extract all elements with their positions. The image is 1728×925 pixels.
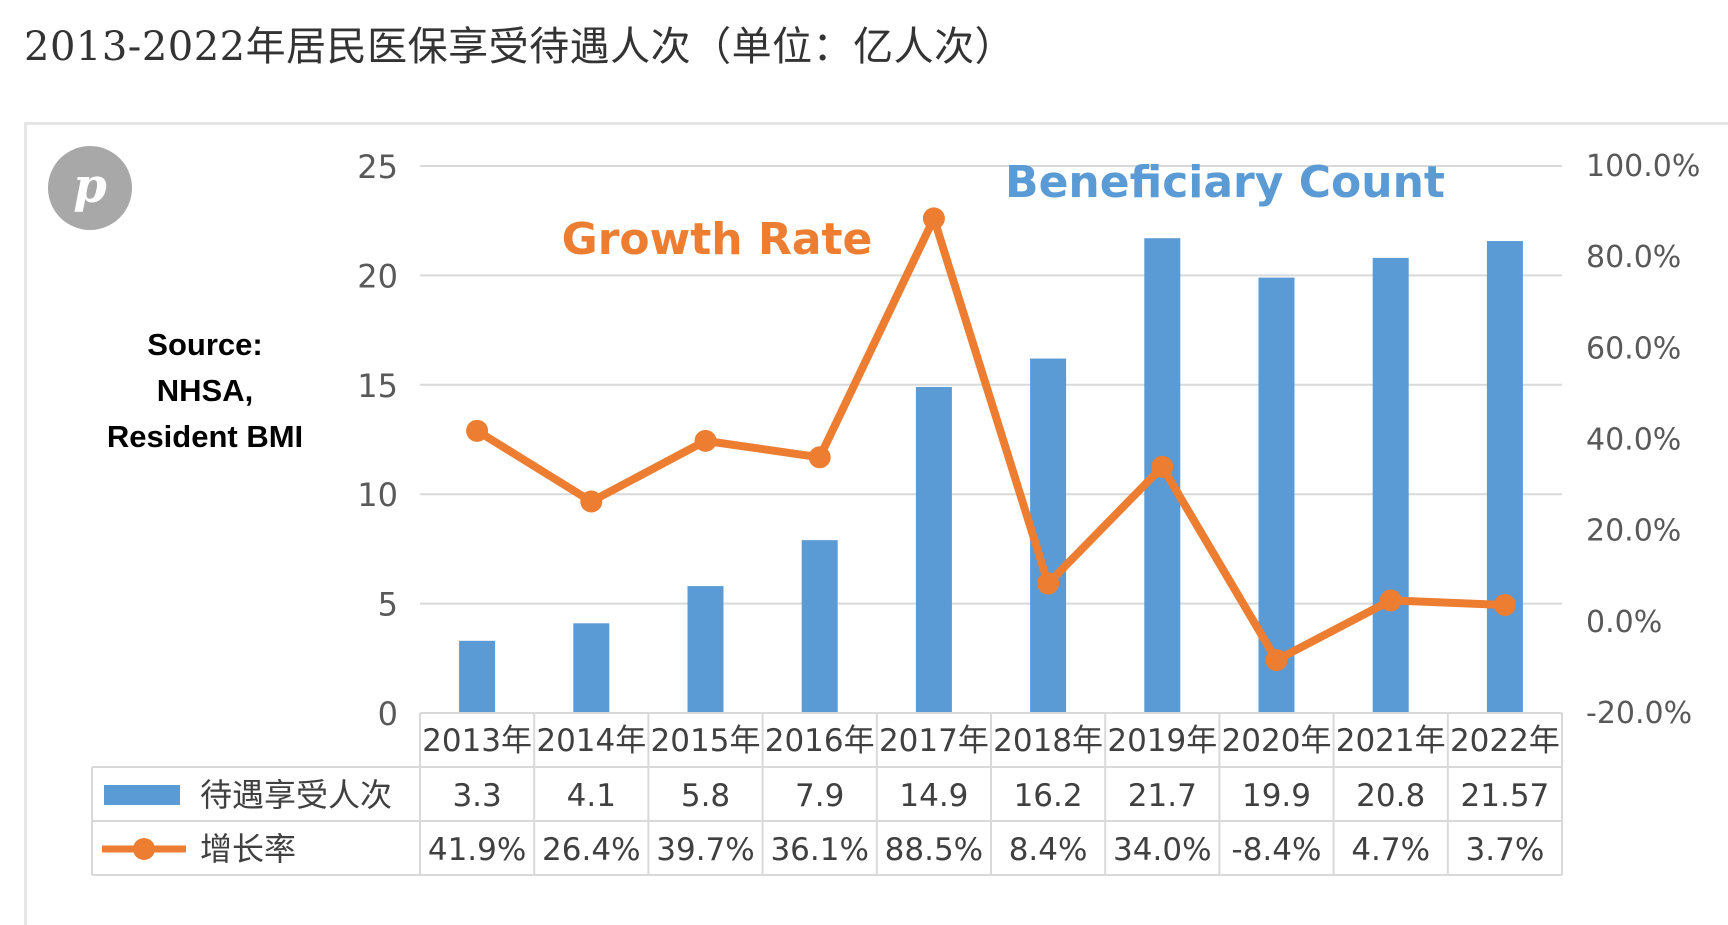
left-axis-tick-label: 25	[357, 148, 398, 186]
left-axis-tick-label: 0	[378, 695, 398, 733]
bar-layer	[459, 238, 1523, 714]
growth-value-label: 88.5%	[885, 832, 983, 868]
growth-point-2013年	[466, 419, 489, 442]
growth-value-label: 41.9%	[428, 832, 526, 868]
category-label: 2021年	[1336, 723, 1446, 759]
category-label: 2014年	[536, 723, 646, 759]
growth-value-label: 3.7%	[1466, 832, 1545, 868]
source-line-1: Source:	[147, 327, 263, 362]
bar-2015年	[687, 586, 724, 713]
bar-2013年	[459, 640, 496, 713]
bar-value-label: 21.57	[1461, 778, 1550, 814]
right-axis-tick-label: 60.0%	[1586, 331, 1681, 366]
bar-value-label: 3.3	[452, 778, 501, 814]
tick-layer: 0 5 10 15 20 25 -20.0% 0.0% 20.0% 40.0% 60.0% 80.0%…	[357, 148, 1700, 733]
bar-value-label: 21.7	[1128, 778, 1197, 814]
beneficiary-count-annotation: Beneficiary Count	[1005, 157, 1445, 208]
source-line-3: Resident BMI	[106, 419, 304, 454]
bar-2014年	[573, 623, 610, 713]
left-axis-tick-label: 15	[357, 367, 398, 405]
legend-line-name: 增长率	[200, 830, 296, 868]
bar-value-label: 5.8	[681, 778, 730, 814]
bar-2016年	[801, 540, 838, 713]
category-label: 2019年	[1107, 723, 1217, 759]
category-label: 2020年	[1222, 723, 1332, 759]
line-layer	[466, 207, 1516, 672]
growth-point-2021年	[1379, 589, 1402, 612]
growth-value-label: 4.7%	[1351, 832, 1430, 868]
left-axis-tick-label: 10	[357, 476, 398, 514]
category-label: 2018年	[993, 723, 1103, 759]
category-label: 2016年	[765, 723, 875, 759]
growth-point-2016年	[808, 446, 831, 469]
right-axis-tick-label: 0.0%	[1586, 605, 1662, 640]
bar-value-label: 16.2	[1014, 778, 1083, 814]
legend-bar-swatch	[104, 785, 180, 805]
legend-bar-name: 待遇享受人次	[200, 776, 392, 814]
page-title: 2013-2022年居民医保享受待遇人次（单位：亿人次）	[24, 24, 1016, 70]
growth-point-2018年	[1037, 572, 1060, 595]
right-axis-tick-label: 20.0%	[1586, 514, 1681, 549]
pinterest-icon[interactable]: p	[48, 146, 132, 230]
bar-value-label: 20.8	[1356, 778, 1425, 814]
growth-value-label: 39.7%	[656, 832, 754, 868]
growth-point-2015年	[694, 429, 717, 452]
right-axis-tick-label: 80.0%	[1586, 240, 1681, 275]
bar-2022年	[1486, 241, 1523, 713]
category-label: 2015年	[651, 723, 761, 759]
bar-value-label: 7.9	[795, 778, 844, 814]
category-label: 2013年	[422, 723, 532, 759]
growth-value-label: 36.1%	[770, 832, 868, 868]
left-axis-tick-label: 5	[378, 586, 398, 624]
growth-value-label: 8.4%	[1009, 832, 1088, 868]
growth-point-2017年	[922, 207, 945, 230]
growth-point-2019年	[1151, 455, 1174, 478]
bar-value-label: 14.9	[899, 778, 968, 814]
bar-2020年	[1258, 277, 1295, 713]
growth-rate-line	[473, 214, 1509, 665]
growth-point-2020年	[1265, 649, 1288, 672]
pinterest-icon-letter: p	[73, 158, 107, 214]
bar-2021年	[1372, 257, 1409, 713]
growth-value-label: 34.0%	[1113, 832, 1211, 868]
growth-rate-annotation: Growth Rate	[562, 214, 873, 265]
category-label: 2022年	[1450, 723, 1560, 759]
growth-value-label: -8.4%	[1232, 832, 1322, 868]
growth-point-2022年	[1493, 593, 1516, 616]
right-axis-tick-label: 100.0%	[1586, 149, 1700, 184]
growth-value-label: 26.4%	[542, 832, 640, 868]
source-line-2: NHSA,	[156, 373, 254, 408]
bar-2017年	[915, 386, 952, 713]
legend-line-marker	[133, 838, 155, 860]
growth-point-2014年	[580, 490, 603, 513]
bar-value-label: 19.9	[1242, 778, 1311, 814]
right-axis-tick-label: 40.0%	[1586, 423, 1681, 458]
data-table: 2013年 2014年 2015年 2016年 2017年 2018年 2019年 2020年…	[91, 712, 1563, 876]
left-axis-tick-label: 20	[357, 257, 398, 295]
source-note: Source: NHSA, Resident BMI	[80, 322, 330, 460]
bar-value-label: 4.1	[567, 778, 616, 814]
category-label: 2017年	[879, 723, 989, 759]
right-axis-tick-label: -20.0%	[1586, 696, 1692, 731]
